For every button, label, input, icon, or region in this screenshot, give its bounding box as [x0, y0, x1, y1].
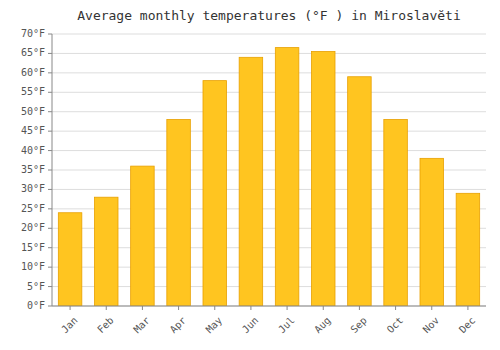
y-axis-line	[52, 34, 53, 306]
y-tick-label: 40°F	[21, 145, 45, 156]
x-tick	[359, 306, 360, 310]
x-tick	[395, 306, 396, 310]
y-tick-label: 65°F	[21, 47, 45, 58]
x-tick-label: Apr	[168, 315, 189, 336]
bar	[131, 166, 155, 306]
title: Average monthly temperatures (°F ) in Mi…	[77, 8, 461, 23]
x-tick-label: Nov	[421, 315, 442, 336]
bar	[203, 81, 227, 306]
bar	[239, 57, 263, 306]
grid-line	[52, 72, 486, 73]
y-tick	[48, 111, 52, 112]
chart: Average monthly temperatures (°F ) in Mi…	[0, 0, 500, 350]
y-tick-label: 25°F	[21, 203, 45, 214]
x-tick	[142, 306, 143, 310]
x-tick	[467, 306, 468, 310]
y-tick	[48, 53, 52, 54]
grid-line	[52, 111, 486, 112]
y-tick-label: 5°F	[27, 281, 45, 292]
x-tick	[250, 306, 251, 310]
y-tick	[48, 208, 52, 209]
x-tick	[70, 306, 71, 310]
bar	[311, 51, 335, 306]
bar	[384, 119, 408, 306]
x-tick-label: May	[204, 315, 225, 336]
x-tick	[214, 306, 215, 310]
bar	[58, 213, 82, 306]
x-tick-label: Jul	[276, 315, 297, 336]
x-tick-label: Feb	[95, 315, 116, 336]
chart-container: Average monthly temperatures (°F ) in Mi…	[0, 0, 500, 350]
y-tick-label: 60°F	[21, 67, 45, 78]
y-tick-label: 0°F	[27, 300, 45, 311]
y-tick	[48, 150, 52, 151]
y-tick-label: 70°F	[21, 28, 45, 39]
x-tick-label: Oct	[385, 315, 406, 336]
y-tick	[48, 228, 52, 229]
x-axis: Jan Feb Mar Apr May Jun Jul Aug Sep Oct Nov Dec	[59, 306, 477, 335]
x-tick-label: Aug	[312, 315, 333, 336]
y-tick	[48, 267, 52, 268]
y-tick	[48, 131, 52, 132]
y-tick-label: 20°F	[21, 222, 45, 233]
x-tick-label: Sep	[348, 315, 369, 336]
grid-line	[52, 150, 486, 151]
bar	[348, 77, 372, 306]
x-tick	[323, 306, 324, 310]
bar	[275, 48, 299, 306]
x-tick-label: Jun	[240, 315, 261, 336]
bar	[420, 158, 444, 306]
x-tick	[431, 306, 432, 310]
x-tick-label: Dec	[457, 315, 478, 336]
x-tick	[106, 306, 107, 310]
x-axis-line	[52, 306, 486, 307]
y-tick	[48, 170, 52, 171]
y-tick	[48, 72, 52, 73]
bar	[456, 193, 480, 306]
y-tick-label: 50°F	[21, 106, 45, 117]
grid-line	[52, 53, 486, 54]
grid-line	[52, 306, 486, 307]
y-tick	[48, 189, 52, 190]
y-axis: 0°F 5°F 10°F 15°F 20°F 25°F 30°F 35°F 40°F 45°F 50…	[21, 28, 52, 311]
x-tick-label: Mar	[131, 315, 152, 336]
y-tick-label: 55°F	[21, 86, 45, 97]
y-tick-label: 15°F	[21, 242, 45, 253]
y-tick-label: 45°F	[21, 125, 45, 136]
grid	[52, 34, 486, 306]
bars	[58, 48, 479, 306]
y-tick	[48, 306, 52, 307]
y-tick	[48, 247, 52, 248]
bar	[167, 119, 191, 306]
y-tick	[48, 286, 52, 287]
x-tick	[178, 306, 179, 310]
x-tick	[287, 306, 288, 310]
x-tick-label: Jan	[59, 315, 80, 336]
y-tick	[48, 34, 52, 35]
y-tick-label: 30°F	[21, 183, 45, 194]
y-tick-label: 10°F	[21, 261, 45, 272]
y-tick-label: 35°F	[21, 164, 45, 175]
grid-line	[52, 131, 486, 132]
y-tick	[48, 92, 52, 93]
grid-line	[52, 92, 486, 93]
grid-line	[52, 34, 486, 35]
bar	[94, 197, 118, 306]
